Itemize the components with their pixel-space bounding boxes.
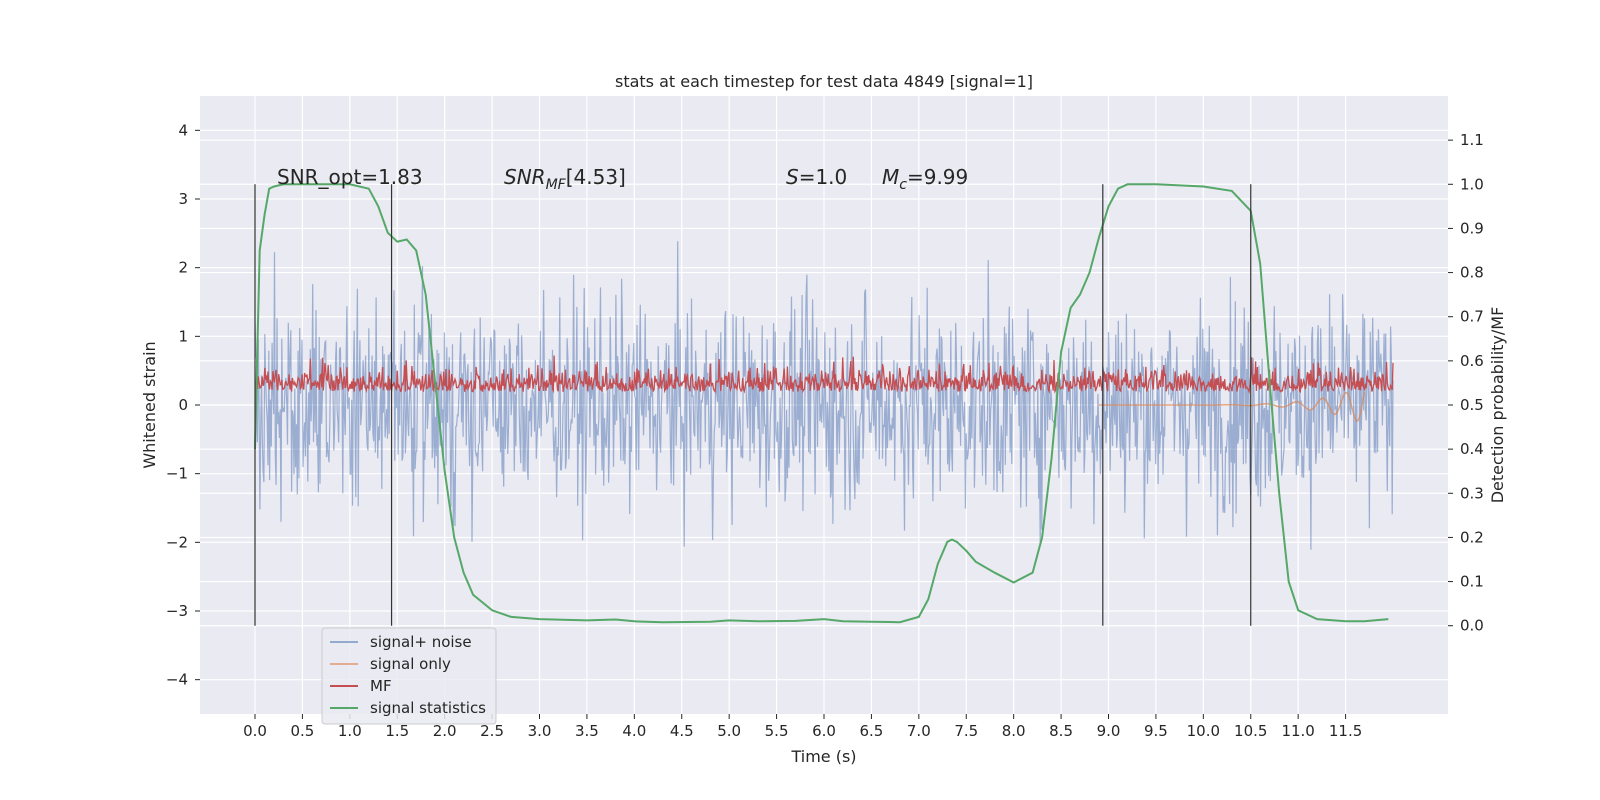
x-tick-label: 3.5 bbox=[575, 722, 599, 740]
x-tick-label: 6.0 bbox=[812, 722, 836, 740]
x-tick-label: 6.5 bbox=[859, 722, 883, 740]
x-tick-label: 4.0 bbox=[622, 722, 646, 740]
y-axis-label: Whitened strain bbox=[140, 341, 159, 468]
x-tick-label: 5.5 bbox=[765, 722, 789, 740]
annotation-s: S=1.0 bbox=[786, 165, 847, 189]
annotation-snr-mf-value: [4.53] bbox=[566, 165, 626, 189]
y-right-axis-label: Detection probability/MF bbox=[1488, 307, 1507, 504]
y-right-tick-label: 0.0 bbox=[1460, 617, 1484, 635]
x-tick-label: 11.5 bbox=[1329, 722, 1362, 740]
series-mf bbox=[254, 355, 1394, 395]
series-signal-only bbox=[1099, 391, 1366, 422]
annotation-s-value: =1.0 bbox=[799, 165, 848, 189]
annotation-mc-value: =9.99 bbox=[907, 165, 968, 189]
y-right-tick-label: 0.3 bbox=[1460, 484, 1484, 502]
annotation-snr-mf: SNRMF[4.53] bbox=[504, 165, 626, 193]
x-tick-label: 10.5 bbox=[1234, 722, 1267, 740]
legend-label-signal-only: signal only bbox=[370, 655, 451, 673]
annotation-snr-opt: SNR_opt=1.83 bbox=[277, 165, 423, 189]
x-tick-label: 11.0 bbox=[1281, 722, 1314, 740]
x-tick-label: 2.0 bbox=[433, 722, 457, 740]
x-tick-label: 7.0 bbox=[907, 722, 931, 740]
legend: signal+ noise signal only MF signal stat… bbox=[321, 627, 497, 725]
y-tick-label: −2 bbox=[166, 533, 188, 551]
series-signal-statistics bbox=[254, 183, 1389, 624]
x-tick-label: 1.5 bbox=[385, 722, 409, 740]
legend-label-signal-noise: signal+ noise bbox=[370, 633, 472, 651]
y-right-tick-label: 0.9 bbox=[1460, 219, 1484, 237]
y-right-tick-label: 0.8 bbox=[1460, 264, 1484, 282]
x-tick-label: 8.5 bbox=[1049, 722, 1073, 740]
y-tick-label: −1 bbox=[166, 465, 188, 483]
grid bbox=[200, 96, 1448, 714]
x-tick-label: 9.0 bbox=[1097, 722, 1121, 740]
y-right-tick-label: 0.2 bbox=[1460, 528, 1484, 546]
legend-label-mf: MF bbox=[370, 677, 392, 695]
x-tick-label: 2.5 bbox=[480, 722, 504, 740]
legend-box bbox=[321, 627, 497, 725]
series-layer bbox=[254, 183, 1394, 624]
x-tick-label: 5.0 bbox=[717, 722, 741, 740]
series-signal-noise bbox=[254, 241, 1394, 550]
x-axis-label: Time (s) bbox=[790, 747, 856, 766]
y-right-tick-label: 1.0 bbox=[1460, 175, 1484, 193]
x-axis-ticks: 0.0 0.5 1.0 1.5 2.0 2.5 3.0 3.5 4.0 4.5 5.0 5.5 6.0 6… bbox=[243, 714, 1362, 740]
vertical-markers bbox=[254, 184, 1252, 626]
x-tick-label: 7.5 bbox=[954, 722, 978, 740]
y-tick-label: −3 bbox=[166, 602, 188, 620]
x-tick-label: 8.0 bbox=[1002, 722, 1026, 740]
y-right-tick-label: 1.1 bbox=[1460, 131, 1484, 149]
annotation-mc: Mc=9.99 bbox=[882, 165, 968, 193]
x-tick-label: 0.0 bbox=[243, 722, 267, 740]
y-tick-label: 4 bbox=[178, 121, 188, 139]
x-tick-label: 1.0 bbox=[338, 722, 362, 740]
y-tick-label: 2 bbox=[178, 259, 188, 277]
x-tick-label: 9.5 bbox=[1144, 722, 1168, 740]
y-tick-label: −4 bbox=[166, 671, 188, 689]
x-tick-label: 0.5 bbox=[290, 722, 314, 740]
chart-title: stats at each timestep for test data 484… bbox=[615, 72, 1033, 91]
x-tick-label: 10.0 bbox=[1187, 722, 1220, 740]
y-right-axis-ticks: 1.1 1.0 0.9 0.8 0.7 0.6 0.5 0.4 0.3 0.2 0.1 0.0 bbox=[1448, 131, 1484, 635]
x-tick-label: 3.0 bbox=[528, 722, 552, 740]
x-tick-label: 4.5 bbox=[670, 722, 694, 740]
legend-label-signal-statistics: signal statistics bbox=[370, 699, 486, 717]
y-right-tick-label: 0.5 bbox=[1460, 396, 1484, 414]
y-axis-ticks: 4 3 2 1 0 −1 −2 −3 −4 bbox=[166, 121, 200, 689]
y-right-tick-label: 0.6 bbox=[1460, 352, 1484, 370]
y-tick-label: 0 bbox=[178, 396, 188, 414]
y-tick-label: 1 bbox=[178, 327, 188, 345]
y-right-tick-label: 0.7 bbox=[1460, 308, 1484, 326]
y-right-tick-label: 0.1 bbox=[1460, 573, 1484, 591]
y-right-tick-label: 0.4 bbox=[1460, 440, 1484, 458]
y-tick-label: 3 bbox=[178, 190, 188, 208]
